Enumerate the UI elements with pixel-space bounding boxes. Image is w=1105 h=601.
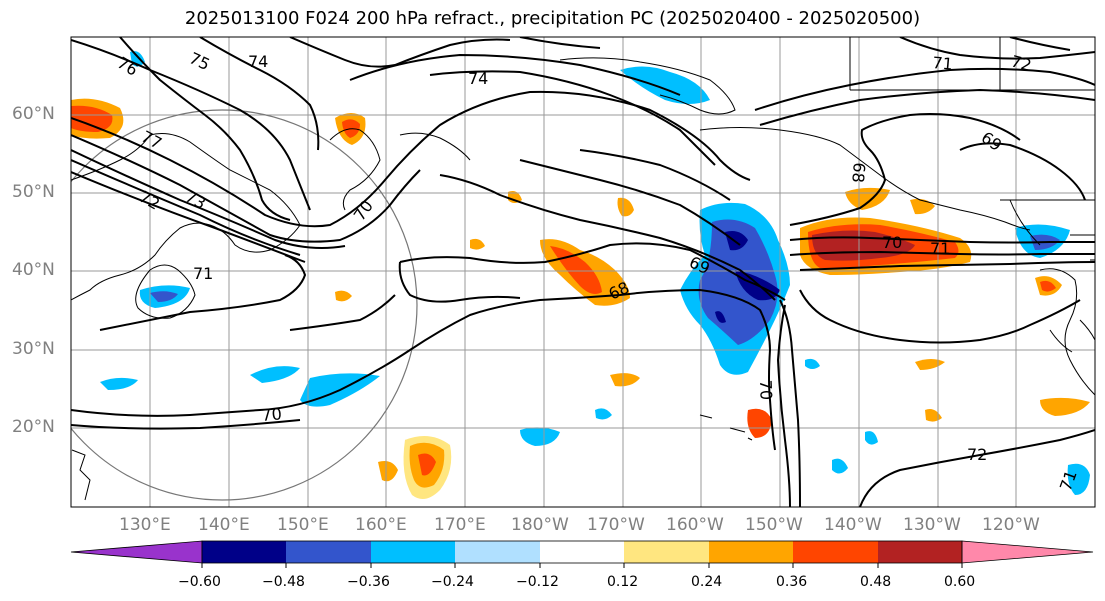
shade-darknavy (715, 311, 726, 323)
lon-label-130e: 130°E (119, 515, 171, 535)
colorbar-tick-label: 0.24 (691, 574, 723, 590)
colorbar-segment (878, 541, 962, 563)
shade-blue (620, 66, 710, 104)
shade-red (1040, 280, 1056, 292)
lon-label-180w: 180°W (511, 515, 569, 535)
lon-label-150e: 150°E (277, 515, 329, 535)
colorbar-segment (793, 541, 878, 563)
colorbar-segment (202, 541, 286, 563)
range-circle (71, 109, 418, 501)
contour-label: 68 (848, 162, 869, 184)
chart-title: 2025013100 F024 200 hPa refract., precip… (184, 8, 921, 29)
contour-label: 70 (756, 379, 776, 400)
refractivity-contours (71, 37, 1095, 507)
colorbar-tick-label: −0.12 (516, 574, 559, 590)
lon-label-140w: 140°W (824, 515, 882, 535)
colorbar-border (201, 540, 963, 564)
lat-label-60n: 60°N (12, 104, 55, 124)
shade-red (418, 453, 436, 476)
shade-orange (747, 408, 772, 438)
lon-label-140e: 140°E (198, 515, 250, 535)
colorbar-tick-label: −0.36 (347, 574, 390, 590)
shade-navy (150, 291, 178, 302)
colorbar-extend-low (70, 540, 203, 564)
lat-label-20n: 20°N (12, 417, 55, 437)
contour-label: 71 (193, 264, 213, 283)
colorbar-tick-label: −0.24 (431, 574, 474, 590)
colorbar-tick-label: 0.12 (607, 574, 639, 590)
colorbar-segment (540, 541, 624, 563)
contour-label: 71 (930, 239, 950, 258)
shade-orange (378, 461, 398, 482)
coastlines (71, 37, 1095, 501)
colorbar-tick-label: 0.60 (944, 574, 976, 590)
lon-label-160e: 160°E (355, 515, 407, 535)
colorbar-segment (455, 541, 540, 563)
contour-label: 71 (932, 53, 954, 74)
lon-label-120w: 120°W (982, 515, 1040, 535)
colorbar-segment (286, 541, 371, 563)
colorbar-extend-high (961, 540, 1094, 564)
colorbar-segment (624, 541, 709, 563)
shade-orange (1040, 397, 1090, 416)
contour-label: 70 (882, 233, 902, 252)
lon-label-160w: 160°W (666, 515, 724, 535)
colorbar-tick-label: −0.48 (262, 574, 305, 590)
colorbar (70, 540, 1094, 568)
lon-label-170e: 170°E (434, 515, 486, 535)
shade-darknavy (725, 231, 748, 251)
shade-blue (805, 358, 820, 369)
shade-red (71, 105, 113, 132)
contour-label: 72 (967, 445, 987, 464)
colorbar-segment (371, 541, 455, 563)
contour-label: 72 (1009, 52, 1034, 76)
lon-label-170w: 170°W (587, 515, 645, 535)
lat-label-50n: 50°N (12, 182, 55, 202)
shade-orange (470, 238, 485, 250)
map-frame (70, 36, 1096, 508)
colorbar-tick-label: −0.60 (178, 574, 221, 590)
shade-orange (617, 197, 634, 217)
shade-orange (335, 290, 352, 302)
shade-orange (610, 373, 640, 387)
lon-label-150w: 150°W (745, 515, 803, 535)
colorbar-tick-label: 0.36 (776, 574, 808, 590)
colorbar-segment (709, 541, 793, 563)
shade-blue (1067, 463, 1090, 495)
contour-label: 70 (261, 404, 283, 425)
contour-label: 74 (248, 52, 268, 71)
lat-label-40n: 40°N (12, 260, 55, 280)
shade-blue (595, 408, 612, 420)
shade-blue (865, 431, 878, 445)
shade-blue (100, 377, 138, 390)
contour-label: 74 (468, 69, 488, 88)
lon-label-130w: 130°W (903, 515, 961, 535)
shade-blue (520, 427, 560, 446)
colorbar-tick-label: 0.48 (860, 574, 892, 590)
shade-blue (250, 366, 300, 383)
shade-blue (832, 458, 848, 474)
lat-label-30n: 30°N (12, 339, 55, 359)
